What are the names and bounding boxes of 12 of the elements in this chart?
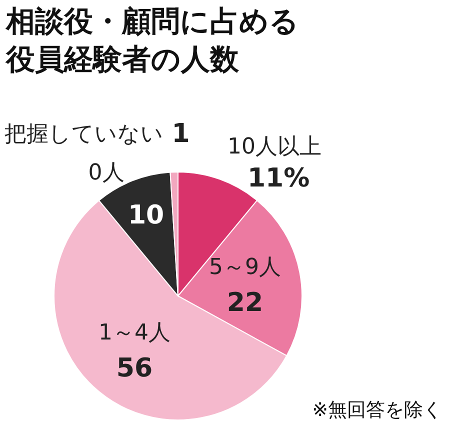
slice-label: 10人以上	[227, 134, 322, 160]
text: ※無回答を除く	[312, 399, 442, 421]
data-label: 22	[226, 288, 264, 318]
slice-label: 1～4人	[98, 320, 171, 346]
data-label: 11%	[247, 164, 310, 194]
data-label: 56	[116, 354, 153, 384]
data-label: 1	[172, 119, 190, 150]
slice-label: 把握していない	[4, 122, 164, 148]
slice-label: 5～9人	[208, 255, 281, 280]
data-label: 10	[128, 200, 164, 230]
chart-title: 相談役・顧問に占める役員経験者の人数	[5, 4, 299, 76]
slice-label: 0人	[88, 160, 124, 186]
